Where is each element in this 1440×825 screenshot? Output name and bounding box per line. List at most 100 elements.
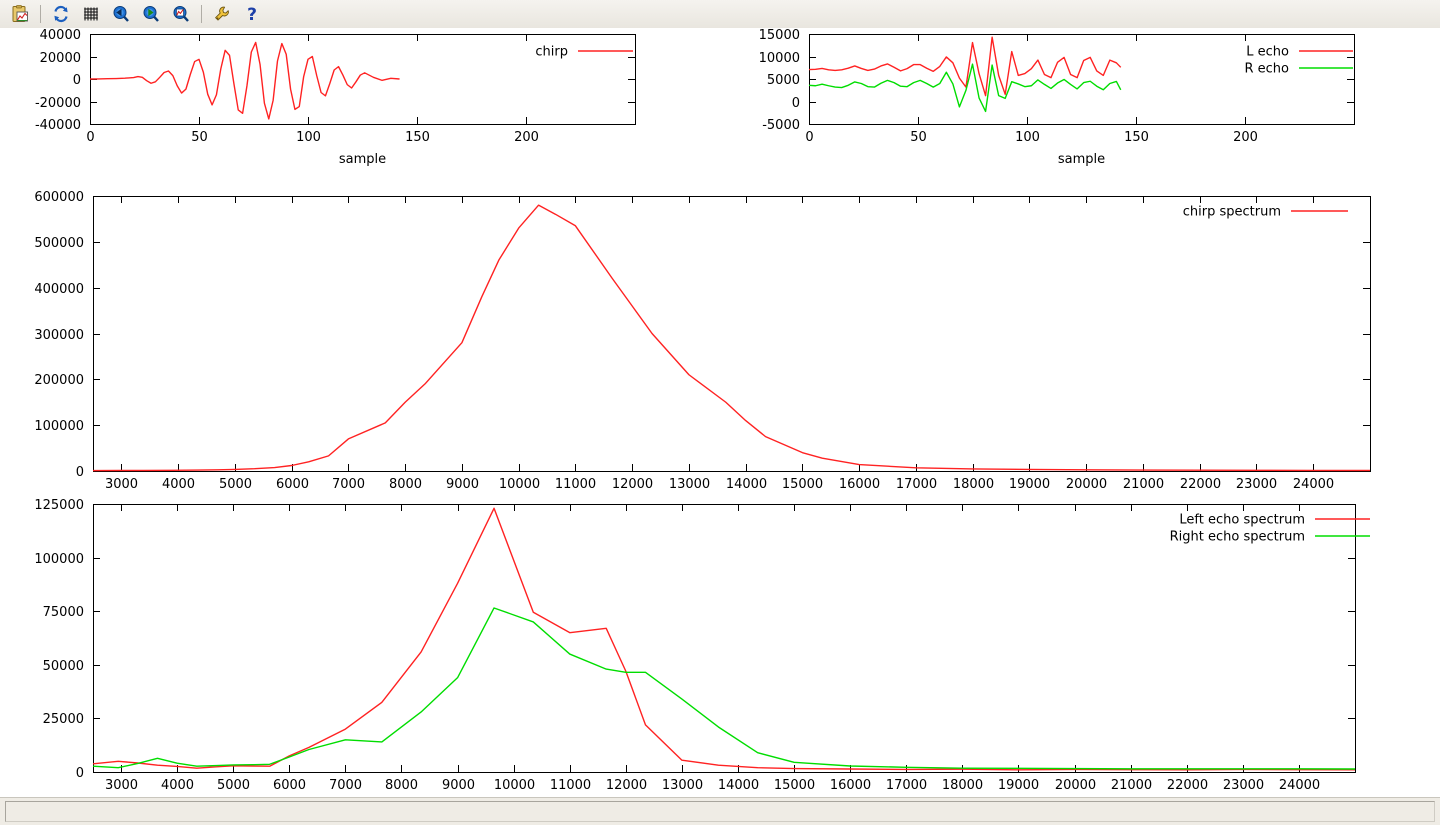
- svg-text:24000: 24000: [1279, 778, 1320, 793]
- chart-chirp-waveform[interactable]: -40000 -20000 0 20000 40000 0 50 100 150 200 sampl…: [0, 28, 700, 188]
- svg-text:100000: 100000: [34, 552, 84, 567]
- svg-text:15000: 15000: [759, 28, 800, 43]
- svg-text:23000: 23000: [1223, 778, 1264, 793]
- svg-text:-40000: -40000: [35, 118, 81, 133]
- svg-text:17000: 17000: [896, 477, 937, 492]
- toolbar: ?: [0, 0, 1440, 29]
- replot-icon: [52, 5, 70, 23]
- wrench-icon: [213, 5, 231, 23]
- svg-text:0: 0: [86, 130, 94, 145]
- svg-text:24000: 24000: [1293, 477, 1334, 492]
- chirp-waveform-svg: -40000 -20000 0 20000 40000 0 50 100 150 200 sampl…: [35, 28, 636, 167]
- plot-canvas[interactable]: -40000 -20000 0 20000 40000 0 50 100 150 200 sampl…: [0, 28, 1440, 797]
- svg-text:6000: 6000: [276, 477, 309, 492]
- svg-text:7000: 7000: [332, 477, 365, 492]
- svg-text:11000: 11000: [555, 477, 596, 492]
- svg-text:7000: 7000: [329, 778, 362, 793]
- svg-text:18000: 18000: [942, 778, 983, 793]
- copy-to-clipboard-button[interactable]: [6, 1, 34, 27]
- svg-text:5000: 5000: [219, 477, 252, 492]
- svg-text:20000: 20000: [40, 51, 81, 66]
- svg-text:15000: 15000: [774, 778, 815, 793]
- svg-text:125000: 125000: [34, 498, 84, 513]
- svg-text:3000: 3000: [105, 477, 138, 492]
- svg-text:-20000: -20000: [35, 96, 81, 111]
- zoom-previous-button[interactable]: [107, 1, 135, 27]
- svg-text:18000: 18000: [953, 477, 994, 492]
- svg-text:50: 50: [910, 130, 927, 145]
- svg-text:Left echo spectrum: Left echo spectrum: [1179, 513, 1305, 528]
- svg-text:19000: 19000: [1009, 477, 1050, 492]
- echo-waveform-svg: -5000 0 5000 10000 15000 0 50 100 150 200 sample L…: [759, 28, 1355, 167]
- svg-text:100000: 100000: [34, 419, 84, 434]
- svg-text:200: 200: [514, 130, 539, 145]
- settings-button[interactable]: [208, 1, 236, 27]
- svg-text:40000: 40000: [40, 28, 81, 43]
- help-icon: ?: [243, 5, 261, 23]
- echo-spectrum-svg: 0 25000 50000 75000 100000 125000 3000 4000 5000…: [34, 498, 1370, 793]
- svg-text:14000: 14000: [718, 778, 759, 793]
- svg-text:sample: sample: [339, 152, 386, 167]
- svg-text:chirp: chirp: [535, 45, 568, 60]
- svg-text:150: 150: [405, 130, 430, 145]
- autoscale-button[interactable]: [167, 1, 195, 27]
- zoom-next-icon: [142, 5, 160, 23]
- svg-text:5000: 5000: [217, 778, 250, 793]
- svg-text:600000: 600000: [34, 190, 84, 205]
- svg-text:8000: 8000: [389, 477, 422, 492]
- svg-text:100: 100: [296, 130, 321, 145]
- svg-text:4000: 4000: [162, 477, 195, 492]
- zoom-next-button[interactable]: [137, 1, 165, 27]
- replot-button[interactable]: [47, 1, 75, 27]
- svg-text:22000: 22000: [1180, 477, 1221, 492]
- svg-text:0: 0: [73, 73, 81, 88]
- svg-text:4000: 4000: [161, 778, 194, 793]
- svg-text:9000: 9000: [446, 477, 479, 492]
- svg-text:50: 50: [191, 130, 208, 145]
- svg-text:200000: 200000: [34, 373, 84, 388]
- svg-text:50000: 50000: [43, 659, 84, 674]
- status-text: [5, 801, 1435, 822]
- svg-text:sample: sample: [1058, 152, 1105, 167]
- svg-text:14000: 14000: [726, 477, 767, 492]
- svg-text:?: ?: [247, 5, 257, 23]
- svg-text:150: 150: [1124, 130, 1149, 145]
- svg-text:15000: 15000: [782, 477, 823, 492]
- svg-text:10000: 10000: [494, 778, 535, 793]
- toolbar-separator-2: [201, 5, 202, 23]
- autoscale-icon: [172, 5, 190, 23]
- svg-text:L echo: L echo: [1246, 45, 1289, 60]
- help-button[interactable]: ?: [238, 1, 266, 27]
- svg-text:400000: 400000: [34, 282, 84, 297]
- svg-text:8000: 8000: [385, 778, 418, 793]
- svg-text:200: 200: [1233, 130, 1258, 145]
- svg-text:chirp spectrum: chirp spectrum: [1183, 205, 1281, 220]
- svg-text:500000: 500000: [34, 236, 84, 251]
- grid-button[interactable]: [77, 1, 105, 27]
- svg-text:21000: 21000: [1123, 477, 1164, 492]
- svg-text:R echo: R echo: [1244, 62, 1289, 77]
- chart-chirp-spectrum[interactable]: 0 100000 200000 300000 400000 500000 600000 300…: [0, 188, 1440, 496]
- svg-text:23000: 23000: [1236, 477, 1277, 492]
- svg-text:11000: 11000: [550, 778, 591, 793]
- svg-text:12000: 12000: [612, 477, 653, 492]
- chart-echo-waveform[interactable]: -5000 0 5000 10000 15000 0 50 100 150 200 sample L…: [720, 28, 1440, 188]
- svg-text:300000: 300000: [34, 328, 84, 343]
- svg-text:100: 100: [1015, 130, 1040, 145]
- svg-text:9000: 9000: [442, 778, 475, 793]
- grid-icon: [82, 5, 100, 23]
- svg-text:22000: 22000: [1167, 778, 1208, 793]
- svg-text:5000: 5000: [767, 73, 800, 88]
- chart-echo-spectrum[interactable]: 0 25000 50000 75000 100000 125000 3000 4000 5000…: [0, 496, 1440, 796]
- toolbar-separator-1: [40, 5, 41, 23]
- copy-to-clipboard-icon: [11, 5, 29, 23]
- svg-text:75000: 75000: [43, 605, 84, 620]
- svg-text:19000: 19000: [998, 778, 1039, 793]
- svg-text:0: 0: [805, 130, 813, 145]
- svg-text:10000: 10000: [759, 51, 800, 66]
- svg-text:12000: 12000: [606, 778, 647, 793]
- svg-text:16000: 16000: [839, 477, 880, 492]
- svg-text:21000: 21000: [1111, 778, 1152, 793]
- zoom-previous-icon: [112, 5, 130, 23]
- svg-text:20000: 20000: [1066, 477, 1107, 492]
